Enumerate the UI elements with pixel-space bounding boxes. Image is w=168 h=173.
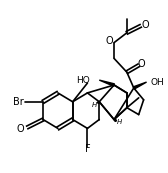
Polygon shape bbox=[99, 80, 114, 86]
Text: F: F bbox=[85, 144, 90, 154]
Text: H: H bbox=[116, 120, 122, 125]
Text: H: H bbox=[92, 102, 97, 108]
Text: O: O bbox=[17, 124, 24, 134]
Text: HO: HO bbox=[76, 76, 89, 85]
Text: Br: Br bbox=[13, 97, 24, 107]
Polygon shape bbox=[133, 82, 147, 89]
Text: OH: OH bbox=[151, 78, 164, 86]
Text: O: O bbox=[142, 20, 149, 30]
Text: O: O bbox=[105, 36, 113, 46]
Text: O: O bbox=[138, 59, 145, 69]
